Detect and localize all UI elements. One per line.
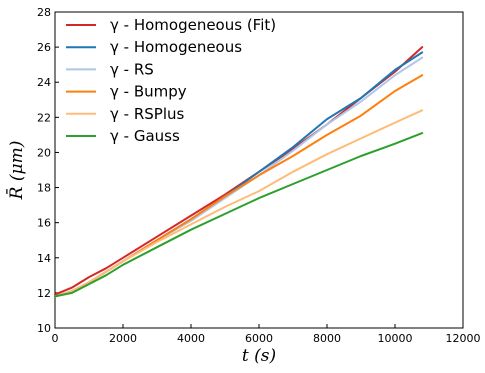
legend-label: γ - Bumpy [110, 83, 187, 101]
x-tick-label: 2000 [109, 332, 137, 345]
x-tick-label: 4000 [177, 332, 205, 345]
x-axis-label: t (s) [242, 346, 276, 366]
y-tick-label: 14 [37, 252, 51, 265]
plot-frame [54, 11, 464, 329]
legend-label: γ - RS [110, 60, 154, 78]
legend-label: γ - RSPlus [110, 105, 184, 123]
y-axis-label: R̄ (μm) [5, 141, 27, 201]
plot-area [54, 11, 464, 329]
y-axis-ticks: 10 12 14 16 18 20 22 24 26 28 [37, 6, 59, 335]
legend-label: γ - Homogeneous (Fit) [110, 16, 276, 34]
y-tick-label: 10 [37, 322, 51, 335]
y-tick-label: 28 [37, 6, 51, 19]
legend: γ - Homogeneous (Fit) γ - Homogeneous γ - … [66, 16, 276, 145]
legend-label: γ - Homogeneous [110, 38, 242, 56]
y-tick-label: 22 [37, 111, 51, 124]
x-tick-label: 12000 [446, 332, 481, 345]
legend-label: γ - Gauss [110, 127, 180, 145]
y-tick-label: 26 [37, 41, 51, 54]
x-tick-label: 10000 [378, 332, 413, 345]
series-line-4 [54, 109, 424, 298]
y-tick-label: 18 [37, 182, 51, 195]
y-tick-label: 24 [37, 76, 51, 89]
x-tick-label: 6000 [245, 332, 273, 345]
x-tick-label: 0 [52, 332, 59, 345]
series-lines [54, 46, 424, 298]
series-line-5 [54, 132, 424, 298]
y-tick-label: 12 [37, 287, 51, 300]
x-tick-label: 8000 [313, 332, 341, 345]
y-tick-label: 16 [37, 217, 51, 230]
y-tick-label: 20 [37, 146, 51, 159]
x-axis-ticks: 0 2000 4000 6000 8000 10000 12000 [52, 324, 481, 345]
